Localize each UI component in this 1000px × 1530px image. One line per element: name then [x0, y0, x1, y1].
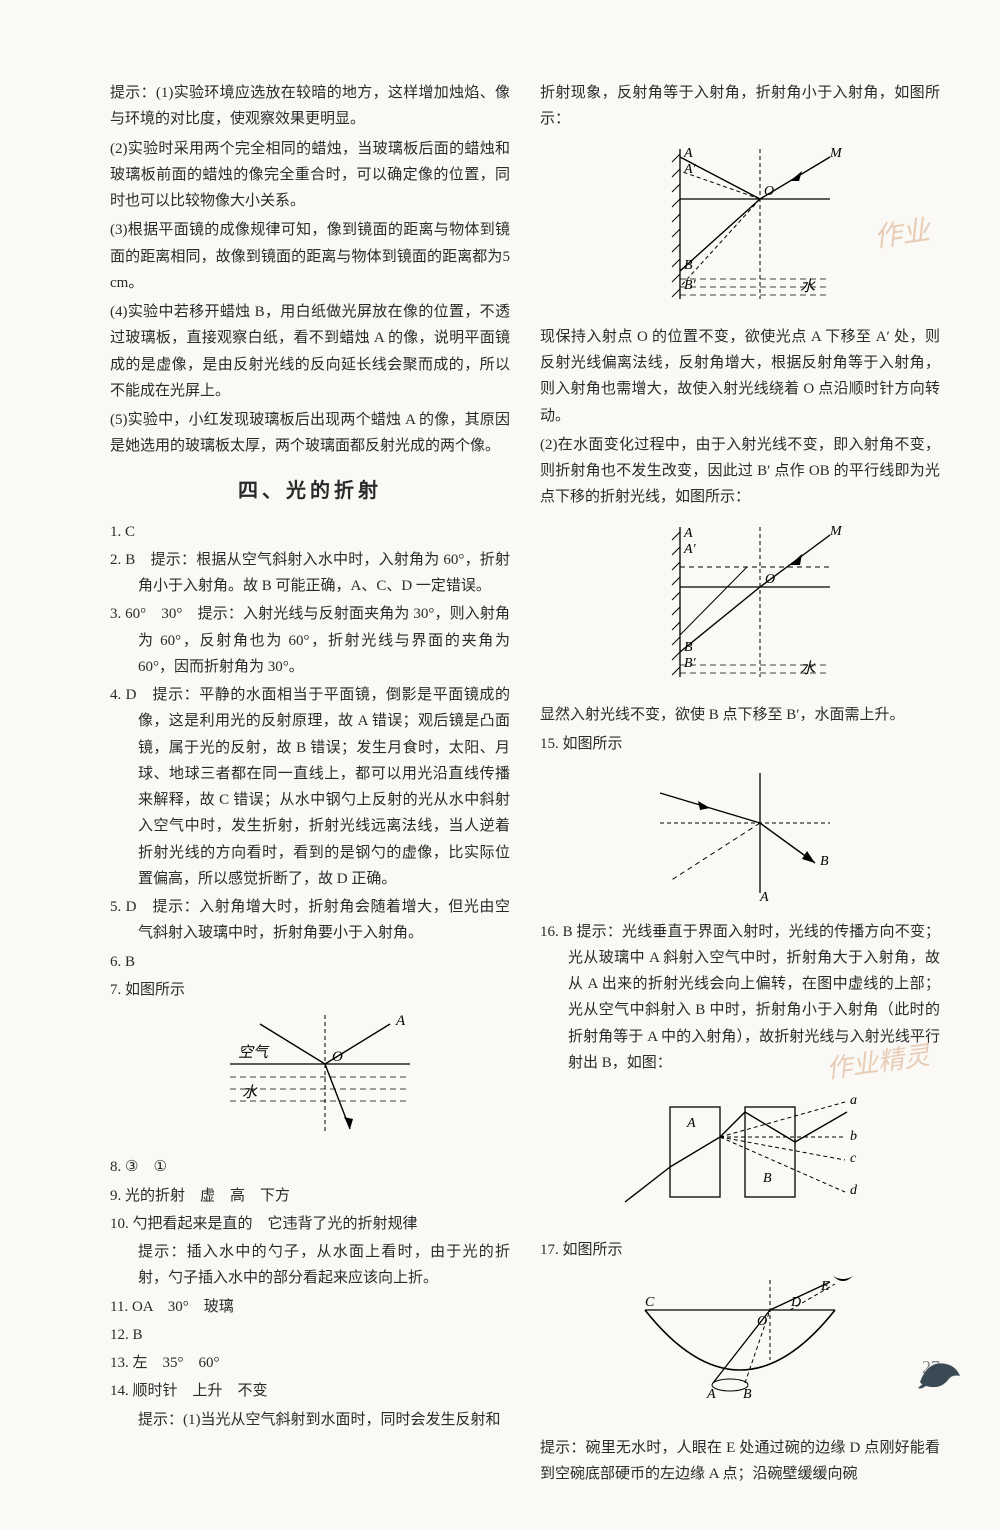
svg-text:水: 水 [800, 660, 816, 677]
svg-text:B: B [763, 1171, 772, 1186]
label-O: O [332, 1049, 343, 1065]
svg-text:O: O [765, 572, 775, 587]
q12: 12. B [110, 1322, 510, 1348]
svg-text:A: A [683, 526, 693, 541]
r-p3: (2)在水面变化过程中，由于入射光线不变，即入射角不变，则折射角也不发生改变，因… [540, 432, 940, 511]
svg-text:c: c [850, 1151, 857, 1166]
q10-hint: 提示：插入水中的勺子，从水面上看时，由于光的折射，勺子插入水中的部分看起来应该向… [110, 1239, 510, 1292]
svg-text:C: C [645, 1295, 655, 1310]
svg-text:M: M [829, 524, 843, 539]
right-column: 折射现象，反射角等于入射角，折射角小于入射角，如图所示： [540, 80, 940, 1490]
q17-hint: 提示：碗里无水时，人眼在 E 处通过碗的边缘 D 点刚好能看到空碗底部硬币的左边… [540, 1435, 940, 1488]
svg-text:B′: B′ [684, 656, 697, 671]
svg-text:A′: A′ [683, 542, 697, 557]
q15: 15. 如图所示 [540, 731, 940, 757]
svg-text:A: A [683, 146, 693, 161]
q6: 6. B [110, 949, 510, 975]
svg-text:M: M [829, 146, 843, 161]
diagram-r1: A A′ M O B B′ 水 [540, 139, 940, 318]
hint-1: 提示：(1)实验环境应选放在较暗的地方，这样增加烛焰、像与环境的对比度，使观察效… [110, 80, 510, 133]
r-p4: 显然入射光线不变，欲使 B 点下移至 B′，水面需上升。 [540, 702, 940, 728]
svg-text:D: D [790, 1295, 801, 1310]
svg-text:d: d [850, 1183, 858, 1198]
left-column: 提示：(1)实验环境应选放在较暗的地方，这样增加烛焰、像与环境的对比度，使观察效… [110, 80, 510, 1490]
svg-text:A′: A′ [683, 162, 697, 177]
q3: 3. 60° 30° 提示：入射光线与反射面夹角为 30°，则入射角为 60°，… [110, 601, 510, 680]
dolphin-icon [916, 1352, 962, 1401]
svg-text:a: a [850, 1093, 857, 1108]
svg-text:B: B [684, 640, 693, 655]
svg-text:A: A [706, 1387, 716, 1402]
diagram-q15: A B [540, 763, 940, 912]
label-water: 水 [242, 1084, 258, 1101]
svg-text:E: E [820, 1279, 830, 1294]
q2: 2. B 提示：根据从空气斜射入水中时，入射角为 60°，折射角小于入射角。故 … [110, 547, 510, 600]
q10: 10. 勺把看起来是直的 它违背了光的折射规律 [110, 1211, 510, 1237]
q14-hint: 提示：(1)当光从空气斜射到水面时，同时会发生反射和 [110, 1407, 510, 1433]
q13: 13. 左 35° 60° [110, 1350, 510, 1376]
q5: 5. D 提示：入射角增大时，折射角会随着增大，但光由空气斜射入玻璃中时，折射角… [110, 894, 510, 947]
svg-text:B: B [820, 854, 829, 869]
diagram-q16: A B a b c d [540, 1082, 940, 1231]
q8: 8. ③ ① [110, 1154, 510, 1180]
q11: 11. OA 30° 玻璃 [110, 1294, 510, 1320]
label-A: A [395, 1013, 406, 1029]
svg-text:B: B [684, 258, 693, 273]
svg-text:A: A [686, 1116, 696, 1131]
q14: 14. 顺时针 上升 不变 [110, 1378, 510, 1404]
svg-text:水: 水 [800, 278, 816, 295]
label-air: 空气 [238, 1044, 270, 1061]
svg-text:O: O [757, 1314, 767, 1329]
q9: 9. 光的折射 虚 高 下方 [110, 1183, 510, 1209]
svg-text:B: B [743, 1387, 752, 1402]
svg-text:B′: B′ [684, 278, 697, 293]
r-p1: 折射现象，反射角等于入射角，折射角小于入射角，如图所示： [540, 80, 940, 133]
page: 提示：(1)实验环境应选放在较暗的地方，这样增加烛焰、像与环境的对比度，使观察效… [0, 0, 1000, 1530]
hint-2: (2)实验时采用两个完全相同的蜡烛，当玻璃板后面的蜡烛和玻璃板前面的蜡烛的像完全… [110, 136, 510, 215]
r-p2: 现保持入射点 O 的位置不变，欲使光点 A 下移至 A′ 处，则反射光线偏离法线… [540, 324, 940, 429]
q4: 4. D 提示：平静的水面相当于平面镜，倒影是平面镜成的像，这是利用光的反射原理… [110, 682, 510, 892]
svg-text:O: O [764, 184, 774, 199]
q7: 7. 如图所示 [110, 977, 510, 1003]
hint-5: (5)实验中，小红发现玻璃板后出现两个蜡烛 A 的像，其原因是她选用的玻璃板太厚… [110, 407, 510, 460]
diagram-q17: C D O E A B [540, 1270, 940, 1429]
diagram-q7: A O 空气 水 [110, 1009, 510, 1148]
svg-text:A: A [759, 890, 769, 903]
hint-4: (4)实验中若移开蜡烛 B，用白纸做光屏放在像的位置，不透过玻璃板，直接观察白纸… [110, 299, 510, 404]
q1: 1. C [110, 519, 510, 545]
diagram-r2: A A′ M O B B′ 水 [540, 517, 940, 696]
q16: 16. B 提示：光线垂直于界面入射时，光线的传播方向不变；光从玻璃中 A 斜射… [540, 919, 940, 1077]
q17: 17. 如图所示 [540, 1237, 940, 1263]
svg-text:b: b [850, 1129, 857, 1144]
section-title: 四、光的折射 [110, 474, 510, 509]
hint-3: (3)根据平面镜的成像规律可知，像到镜面的距离与物体到镜面的距离相同，故像到镜面… [110, 217, 510, 296]
